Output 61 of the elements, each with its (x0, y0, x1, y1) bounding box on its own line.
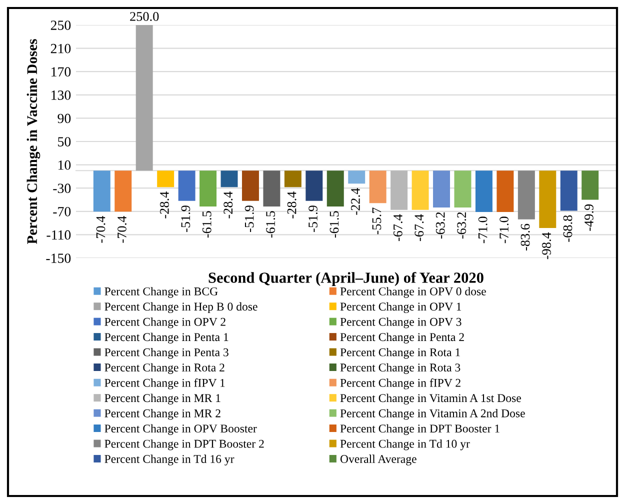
data-label: -51.9 (244, 206, 254, 232)
data-label: -51.9 (181, 206, 190, 232)
y-tick-label: 90 (58, 114, 71, 124)
data-label: -55.7 (372, 208, 382, 234)
legend-label: Overall Average (340, 454, 416, 466)
data-label: -63.2 (436, 212, 445, 239)
legend-label: Percent Change in OPV 2 (104, 318, 226, 328)
data-label: -61.5 (202, 211, 212, 238)
legend-label: Percent Change in Penta 1 (104, 332, 228, 344)
data-label: -98.4 (542, 232, 552, 260)
legend-label: Percent Change in Td 10 yr (340, 439, 470, 450)
y-tick-label: 10 (58, 160, 71, 170)
legend-label: Percent Change in Td 16 yr (104, 454, 234, 466)
x-axis-title: Second Quarter (April–June) of Year 2020 (208, 272, 484, 286)
y-tick-label: 50 (58, 137, 71, 146)
data-label: -70.4 (96, 216, 106, 243)
y-tick-label: 170 (52, 67, 71, 77)
data-label: -28.4 (224, 192, 233, 218)
legend-label: Percent Change in fIPV 1 (104, 378, 225, 390)
legend-label: Percent Change in Vitamin A 2nd Dose (340, 409, 525, 420)
data-label: -83.6 (520, 224, 530, 250)
legend-label: Percent Change in MR 1 (104, 394, 220, 405)
y-tick-label: 250 (50, 20, 71, 30)
legend-label: Percent Change in Hep B 0 dose (104, 302, 258, 314)
data-label: -51.9 (308, 206, 318, 232)
y-tick-label: -30 (53, 184, 71, 194)
legend-label: Percent Change in Rota 1 (340, 348, 460, 359)
legend-label: Percent Change in Penta 2 (340, 332, 464, 344)
data-label: -67.4 (394, 214, 402, 242)
legend-label: Percent Change in OPV Booster (104, 424, 257, 435)
data-label: -28.4 (160, 192, 169, 218)
y-tick-label: -70 (53, 206, 71, 216)
data-label: -22.4 (351, 188, 360, 215)
y-tick-label: 130 (52, 90, 71, 100)
legend-label: Percent Change in DPT Booster 2 (104, 439, 264, 450)
legend-label: Percent Change in Vitamin A 1st Dose (340, 394, 521, 405)
legend-label: Percent Change in OPV 0 dose (340, 287, 486, 298)
data-label: -68.8 (563, 215, 572, 242)
data-label: -71.0 (500, 216, 509, 244)
legend-label: Percent Change in Rota 3 (340, 363, 460, 374)
y-tick-label: 210 (50, 44, 71, 54)
data-label: 250.0 (130, 12, 159, 21)
data-label: -61.5 (330, 211, 339, 238)
y-tick-label: -110 (46, 230, 71, 240)
data-label: -49.9 (584, 204, 594, 231)
legend-label: Percent Change in BCG (104, 287, 218, 298)
data-label: -71.0 (478, 216, 488, 244)
data-label: -63.2 (457, 212, 466, 239)
data-label: -61.5 (266, 211, 276, 238)
y-axis-title: Percent Change in Vaccine Doses (26, 39, 40, 244)
data-label: -28.4 (287, 192, 296, 218)
data-label: -67.4 (414, 214, 424, 242)
legend-label: Percent Change in Penta 3 (104, 348, 228, 359)
data-label: -70.4 (118, 216, 126, 243)
legend-label: Percent Change in fIPV 2 (340, 378, 460, 390)
legend-label: Percent Change in OPV 1 (340, 302, 462, 314)
legend-label: Percent Change in MR 2 (104, 409, 220, 420)
y-tick-label: -150 (46, 254, 71, 263)
legend-label: Percent Change in DPT Booster 1 (340, 424, 500, 435)
legend-label: Percent Change in OPV 3 (340, 318, 462, 328)
legend-label: Percent Change in Rota 2 (104, 363, 224, 374)
